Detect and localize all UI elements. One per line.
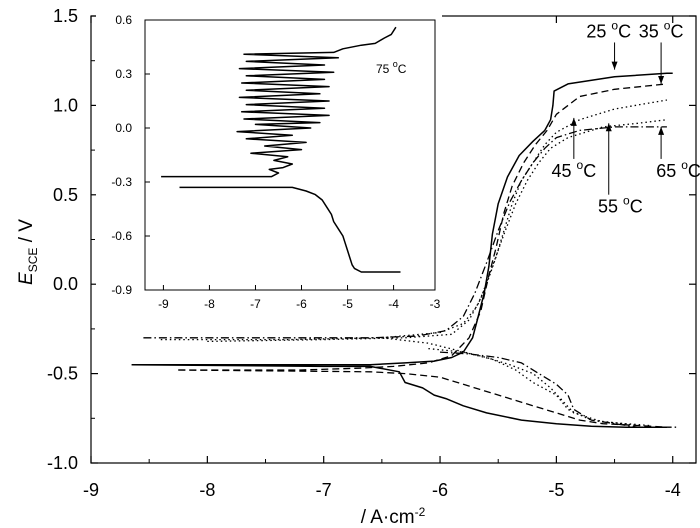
main-series-7 — [428, 347, 638, 427]
main-series-6 — [207, 119, 667, 343]
inset-y-tick-label: 0.3 — [115, 67, 132, 81]
x-tick-label: -6 — [432, 480, 448, 500]
main-plot: -9 -8 -7 -6 -5 -4 -1.0 -0.5 0.0 0.5 1.0 1.5 / A·cm-2… — [16, 6, 700, 528]
inset-x-tick-label: -9 — [158, 297, 169, 311]
inset-y-tick-label: -0.3 — [111, 175, 132, 189]
x-tick-label: -7 — [316, 480, 332, 500]
y-tick-label: 0.5 — [53, 185, 78, 205]
inset-y-tick-label: 0.6 — [115, 13, 132, 27]
annotation-arrowhead — [658, 126, 665, 135]
x-axis-label: / A·cm-2 — [361, 505, 426, 528]
y-tick-label: 1.5 — [53, 6, 78, 26]
inset-x-tick-label: -6 — [296, 297, 307, 311]
inset-temperature-label: 75 oC — [376, 59, 407, 76]
x-tick-label: -9 — [83, 480, 99, 500]
inset-x-tick-label: -8 — [204, 297, 215, 311]
temperature-annotation: 55 oC — [598, 194, 643, 217]
inset-frame — [144, 19, 436, 291]
annotation-arrowhead — [611, 61, 618, 70]
annotation-arrowhead — [658, 75, 665, 84]
temperature-annotation: 25 oC — [586, 18, 631, 41]
y-tick-label: -0.5 — [47, 364, 78, 384]
temperature-annotation: 65 oC — [656, 158, 700, 181]
main-series-1 — [131, 363, 667, 428]
main-series-0 — [131, 72, 673, 366]
temperature-annotation: 35 oC — [639, 18, 684, 41]
x-tick-label: -4 — [665, 480, 681, 500]
annotation-arrowhead — [570, 117, 577, 126]
inset-x-tick-label: -4 — [388, 297, 399, 311]
inset-series-1 — [179, 186, 401, 273]
main-series-2 — [178, 83, 667, 371]
inset-x-tick-label: -5 — [342, 297, 353, 311]
y-axis-label: ESCE / V — [16, 219, 40, 285]
main-series-9 — [439, 351, 679, 428]
y-tick-label: 0.0 — [53, 274, 78, 294]
temperature-annotation: 45 oC — [551, 158, 596, 181]
inset-plot: -9 -8 -7 -6 -5 -4 -3 -0.9 -0.6 -0.3 0.0 0.3 0.6 75 oC — [96, 13, 442, 314]
main-series-5 — [381, 337, 650, 427]
y-tick-label: 1.0 — [53, 95, 78, 115]
inset-series-0 — [161, 26, 397, 178]
y-tick-label: -1.0 — [47, 453, 78, 473]
inset-y-tick-label: 0.0 — [115, 121, 132, 135]
x-tick-label: -8 — [199, 480, 215, 500]
annotation-arrowhead — [605, 123, 612, 132]
main-series-3 — [178, 369, 667, 428]
x-tick-label: -5 — [548, 480, 564, 500]
inset-background — [96, 14, 442, 314]
inset-y-tick-label: -0.9 — [111, 283, 132, 297]
inset-x-tick-label: -7 — [250, 297, 261, 311]
inset-x-tick-label-end: -3 — [430, 297, 441, 311]
inset-y-tick-label: -0.6 — [111, 229, 132, 243]
